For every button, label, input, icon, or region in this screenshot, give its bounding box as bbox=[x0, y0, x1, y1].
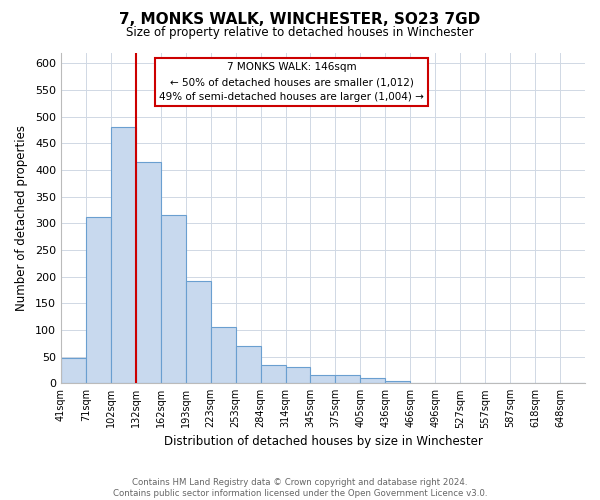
Bar bbox=[136, 162, 161, 383]
Text: Contains HM Land Registry data © Crown copyright and database right 2024.
Contai: Contains HM Land Registry data © Crown c… bbox=[113, 478, 487, 498]
Bar bbox=[361, 378, 385, 383]
Bar bbox=[286, 367, 310, 383]
Bar bbox=[335, 375, 361, 383]
Text: 7, MONKS WALK, WINCHESTER, SO23 7GD: 7, MONKS WALK, WINCHESTER, SO23 7GD bbox=[119, 12, 481, 28]
Bar bbox=[211, 327, 236, 383]
Bar bbox=[260, 364, 286, 383]
Bar bbox=[460, 382, 485, 383]
Bar bbox=[236, 346, 260, 383]
Text: 7 MONKS WALK: 146sqm
← 50% of detached houses are smaller (1,012)
49% of semi-de: 7 MONKS WALK: 146sqm ← 50% of detached h… bbox=[159, 62, 424, 102]
Bar bbox=[310, 375, 335, 383]
Bar bbox=[86, 218, 111, 383]
Bar bbox=[61, 358, 86, 383]
Bar bbox=[385, 381, 410, 383]
Bar bbox=[410, 382, 435, 383]
Bar bbox=[161, 215, 186, 383]
Bar bbox=[111, 127, 136, 383]
Bar bbox=[186, 281, 211, 383]
Y-axis label: Number of detached properties: Number of detached properties bbox=[15, 125, 28, 311]
X-axis label: Distribution of detached houses by size in Winchester: Distribution of detached houses by size … bbox=[164, 434, 482, 448]
Text: Size of property relative to detached houses in Winchester: Size of property relative to detached ho… bbox=[126, 26, 474, 39]
